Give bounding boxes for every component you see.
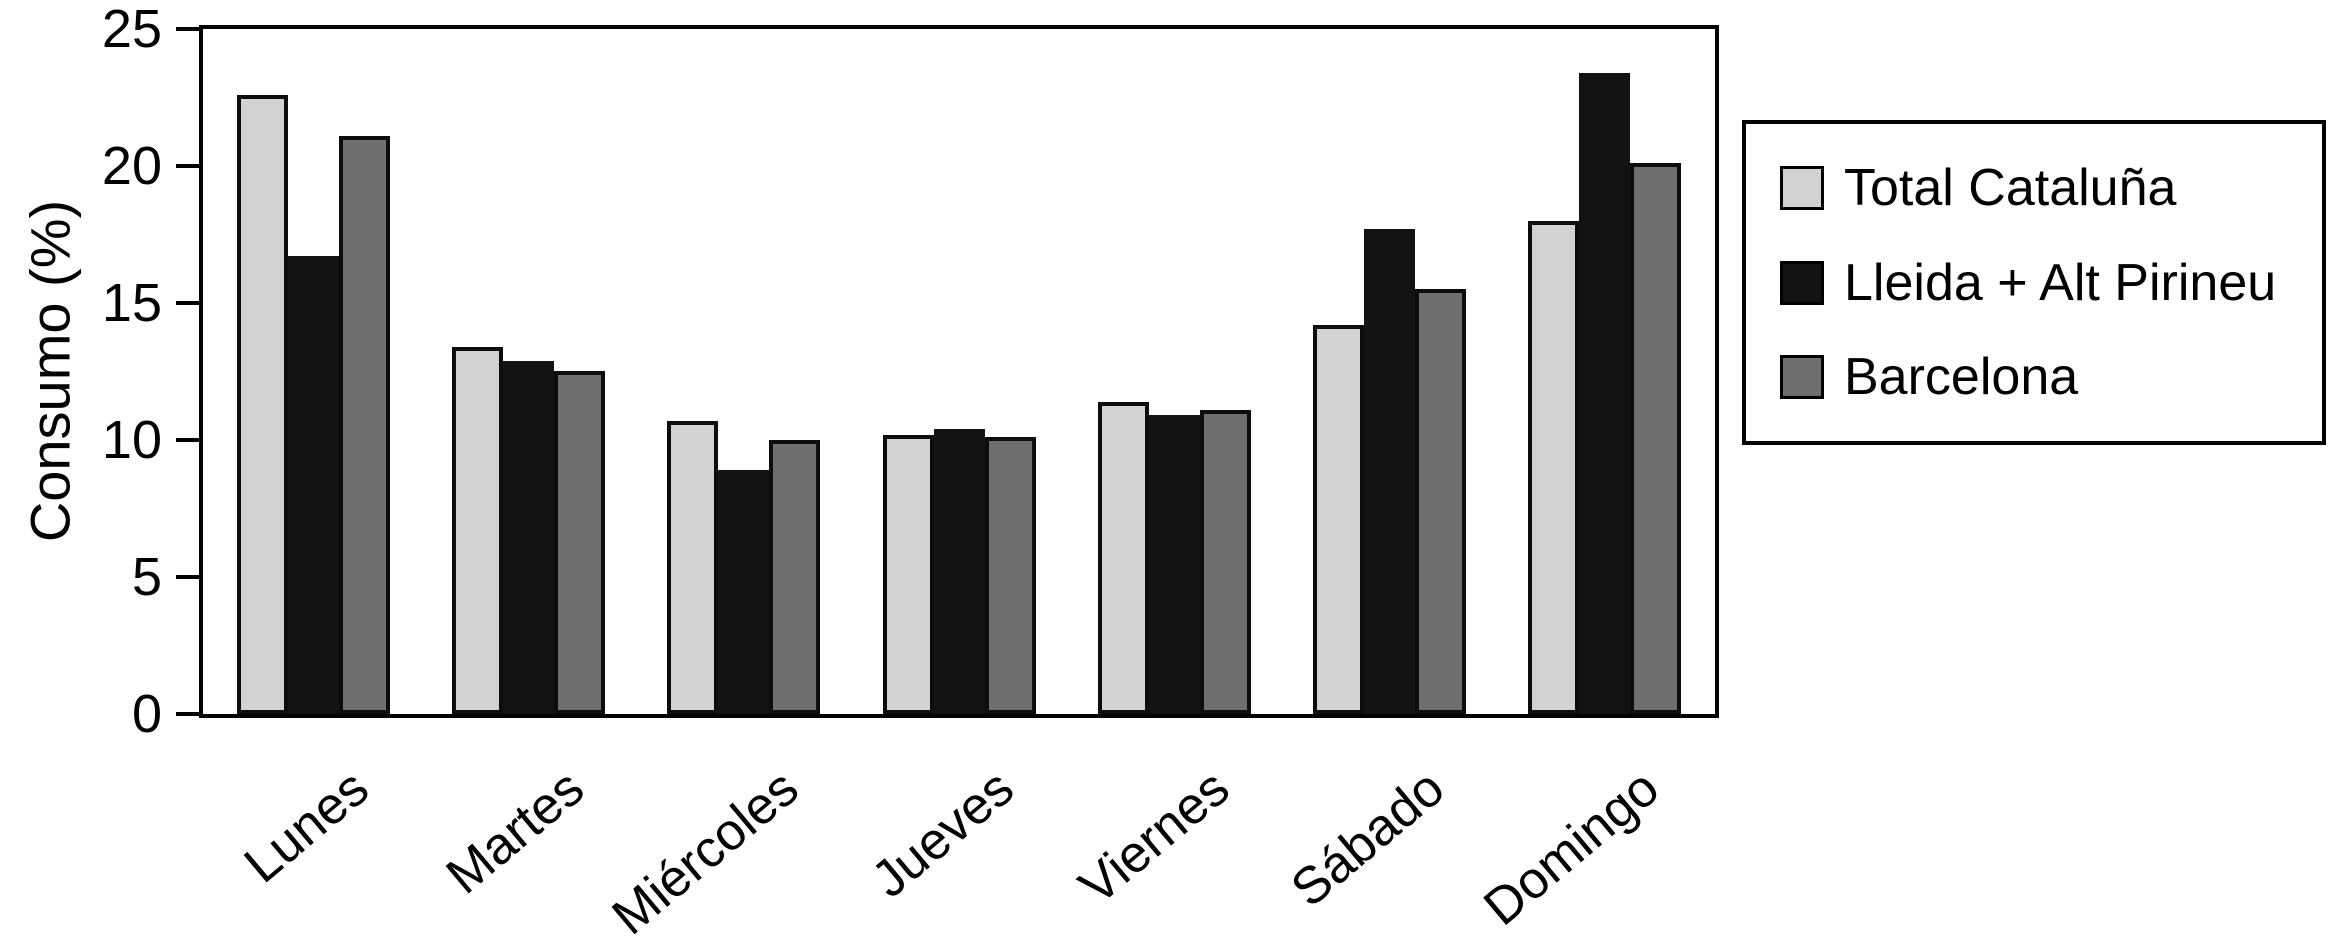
bar (1415, 289, 1466, 714)
bar (934, 429, 985, 714)
bar (667, 421, 718, 714)
x-axis-label: Sábado (1280, 758, 1456, 919)
legend-item: Lleida + Alt Pirineu (1780, 253, 2322, 313)
x-axis-label: Lunes (233, 758, 380, 895)
legend-label: Lleida + Alt Pirineu (1844, 253, 2277, 312)
bar (339, 136, 390, 714)
bar (1200, 410, 1251, 714)
bar (503, 361, 554, 714)
y-tick (176, 27, 203, 31)
y-tick-label: 0 (131, 684, 162, 744)
legend-item: Total Cataluña (1780, 158, 2322, 218)
bar (288, 256, 339, 714)
y-tick-label: 20 (101, 136, 162, 196)
bar (1579, 73, 1630, 714)
bar (1149, 415, 1200, 714)
bar (1630, 163, 1681, 714)
bar (718, 470, 769, 714)
x-axis-label: Jueves (861, 758, 1025, 910)
y-tick-label: 10 (101, 410, 162, 470)
x-axis-label: Martes (435, 758, 595, 906)
x-axis-label: Viernes (1068, 758, 1241, 916)
y-tick (176, 575, 203, 579)
legend-item: Barcelona (1780, 347, 2322, 407)
bar (769, 440, 820, 714)
y-tick (176, 712, 203, 716)
y-tick (176, 301, 203, 305)
legend-label: Total Cataluña (1844, 159, 2177, 218)
y-tick-label: 15 (101, 273, 162, 333)
bar (554, 371, 605, 714)
y-tick-label: 25 (101, 0, 162, 59)
x-axis-label: Miércoles (602, 758, 810, 945)
bar (452, 347, 503, 714)
bar (1364, 229, 1415, 714)
plot-area (199, 25, 1719, 718)
legend-swatch (1780, 166, 1824, 211)
bar (1098, 402, 1149, 714)
bar (883, 435, 934, 714)
y-axis-title: Consumo (%) (18, 199, 82, 543)
y-tick-label: 5 (131, 547, 162, 607)
bar (237, 95, 288, 714)
legend: Total Cataluña Lleida + Alt Pirineu Barcel… (1742, 120, 2326, 445)
bar (985, 437, 1036, 714)
x-axis-label: Domingo (1473, 758, 1671, 937)
y-tick (176, 438, 203, 442)
bar (1528, 221, 1579, 714)
y-tick (176, 164, 203, 168)
legend-label: Barcelona (1844, 347, 2079, 406)
legend-swatch (1780, 260, 1824, 305)
legend-swatch (1780, 354, 1824, 399)
bar (1313, 325, 1364, 714)
